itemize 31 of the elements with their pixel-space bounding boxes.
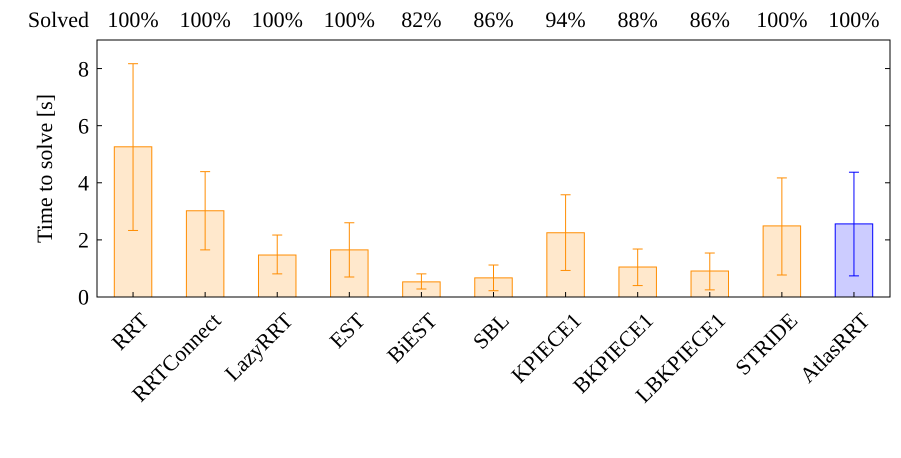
y-tick-label: 8 — [78, 56, 89, 82]
bar — [402, 281, 441, 298]
text: 100% — [179, 7, 231, 32]
text: 100% — [107, 7, 159, 32]
bar — [690, 270, 730, 298]
bar — [546, 232, 585, 298]
text: Solved — [28, 7, 89, 32]
bar — [258, 254, 296, 298]
bar — [474, 277, 513, 298]
y-tick-label: 6 — [78, 113, 89, 138]
bar — [834, 223, 874, 298]
bar — [114, 146, 152, 298]
text: 94% — [545, 7, 586, 32]
bar — [330, 249, 369, 298]
y-axis-title: Time to solve [s] — [32, 94, 57, 243]
bar — [618, 266, 657, 298]
y-tick-label: 0 — [78, 284, 89, 310]
text: 100% — [324, 7, 375, 32]
text: 86% — [690, 7, 730, 32]
bar — [186, 210, 224, 298]
text: 100% — [756, 7, 808, 32]
x-tick-label: SBL — [468, 308, 514, 354]
text: 82% — [401, 7, 442, 32]
text: 88% — [618, 7, 658, 32]
y-tick-label: 4 — [78, 170, 89, 196]
text: 86% — [473, 7, 514, 32]
text: 100% — [252, 7, 303, 32]
x-tick-label: EST — [324, 307, 370, 354]
text: 100% — [828, 7, 880, 32]
y-tick-label: 2 — [78, 228, 89, 253]
bar — [762, 225, 802, 298]
